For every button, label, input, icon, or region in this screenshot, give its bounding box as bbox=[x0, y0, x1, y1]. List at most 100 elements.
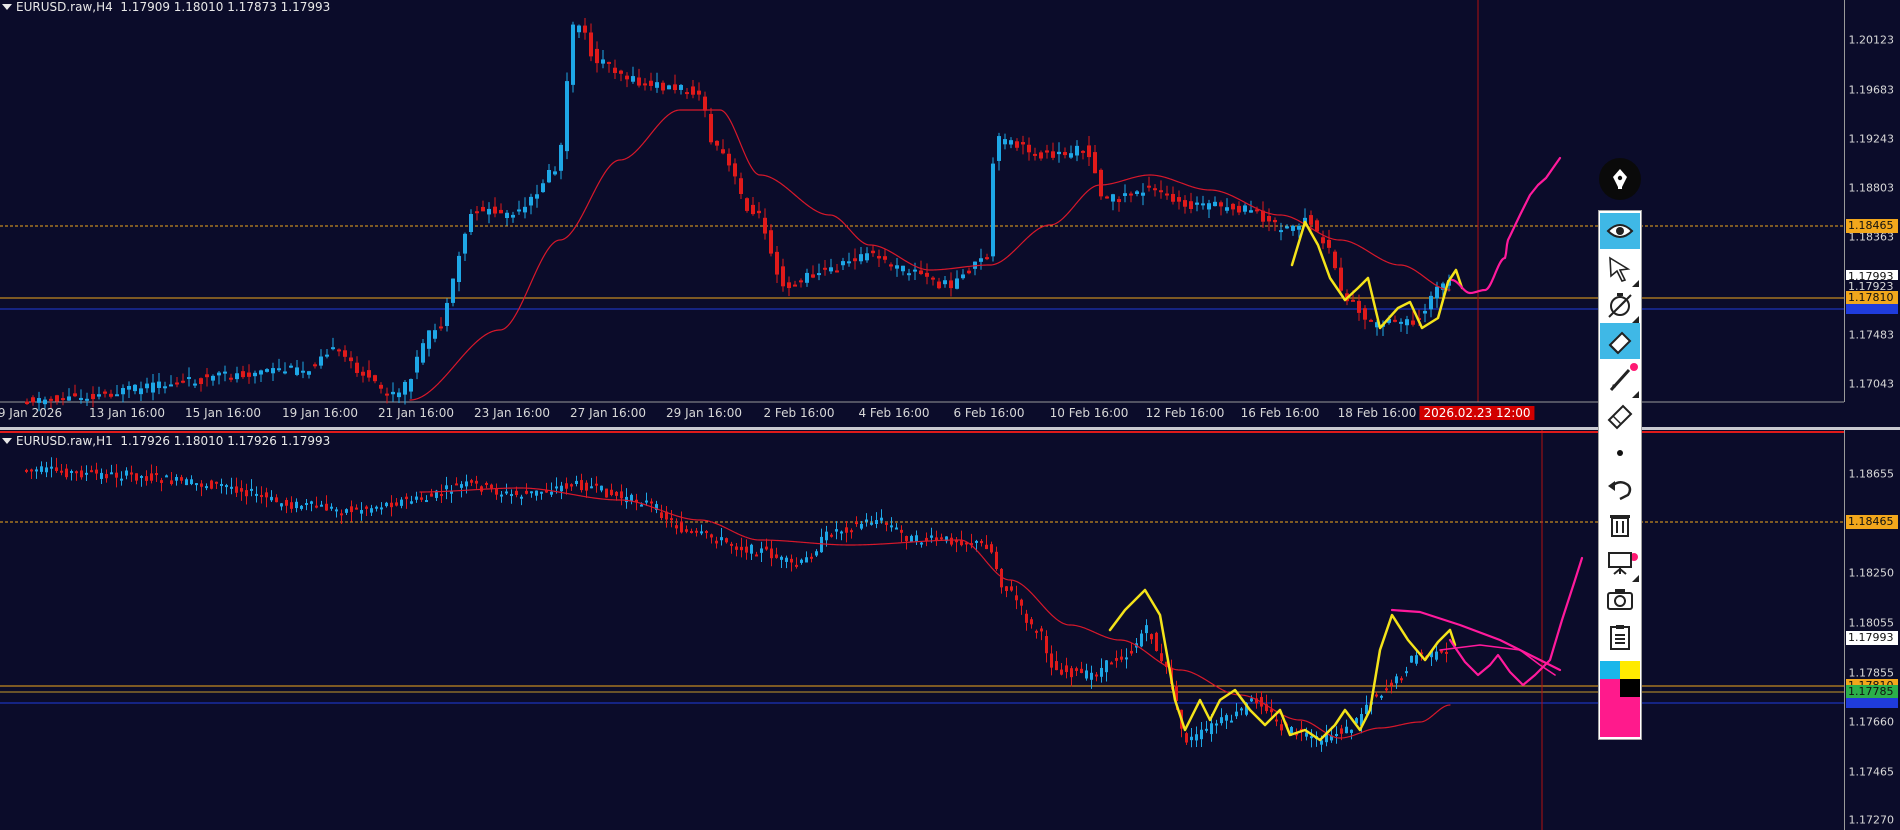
bull-candle bbox=[955, 278, 959, 289]
trash-icon[interactable] bbox=[1600, 507, 1640, 543]
bull-candle bbox=[920, 542, 923, 545]
bull-candle bbox=[345, 509, 348, 513]
presentation-icon[interactable] bbox=[1600, 545, 1640, 581]
color-swatch-selected[interactable] bbox=[1600, 697, 1640, 737]
h4-moving-average bbox=[409, 109, 1451, 401]
bull-candle bbox=[1429, 295, 1433, 310]
bear-candle bbox=[703, 96, 707, 111]
bear-candle bbox=[1075, 668, 1078, 671]
bull-candle bbox=[1140, 633, 1143, 647]
bull-candle bbox=[555, 486, 558, 489]
bull-candle bbox=[133, 384, 137, 392]
bull-candle bbox=[465, 481, 468, 487]
bull-candle bbox=[139, 388, 143, 395]
bull-candle bbox=[930, 535, 933, 538]
bull-candle bbox=[1105, 660, 1108, 673]
notification-dot-icon bbox=[1630, 553, 1638, 561]
bear-candle bbox=[260, 495, 263, 498]
bear-candle bbox=[430, 493, 433, 497]
bull-candle bbox=[565, 81, 569, 152]
camera-icon[interactable] bbox=[1600, 581, 1640, 617]
bull-candle bbox=[817, 273, 821, 276]
bull-candle bbox=[169, 384, 173, 387]
pen-logo-icon[interactable] bbox=[1599, 158, 1641, 200]
bull-candle bbox=[1069, 153, 1073, 158]
bear-candle bbox=[1385, 688, 1388, 691]
bear-candle bbox=[995, 551, 998, 570]
bull-candle bbox=[310, 501, 313, 504]
pencil-icon[interactable] bbox=[1600, 361, 1640, 397]
bear-candle bbox=[1010, 586, 1013, 591]
bear-candle bbox=[595, 48, 599, 64]
bear-candle bbox=[495, 488, 498, 495]
h4-title-text: EURUSD.raw,H4 1.17909 1.18010 1.17873 1.… bbox=[16, 0, 331, 14]
bear-candle bbox=[1280, 724, 1283, 731]
bear-candle bbox=[765, 546, 768, 550]
bull-candle bbox=[530, 491, 533, 494]
color-swatch-cyan[interactable] bbox=[1600, 661, 1620, 679]
collapse-triangle-icon[interactable] bbox=[2, 438, 12, 444]
bear-candle bbox=[727, 153, 731, 166]
bull-candle bbox=[335, 509, 338, 512]
bull-candle bbox=[400, 499, 403, 506]
bull-candle bbox=[520, 496, 523, 499]
bear-candle bbox=[1021, 142, 1025, 145]
h4-time-label: 9 Jan 2026 bbox=[0, 406, 63, 420]
bull-candle bbox=[1145, 625, 1148, 634]
bear-candle bbox=[350, 506, 353, 513]
bear-candle bbox=[1219, 202, 1223, 207]
bear-candle bbox=[649, 80, 653, 86]
cursor-icon[interactable] bbox=[1600, 251, 1640, 287]
ruler-icon[interactable] bbox=[1600, 399, 1640, 435]
pane-separator[interactable] bbox=[0, 427, 1900, 430]
bear-candle bbox=[769, 230, 773, 254]
clipboard-icon[interactable] bbox=[1600, 619, 1640, 655]
bull-candle bbox=[450, 490, 453, 494]
chart-pane-h4[interactable]: EURUSD.raw,H4 1.17909 1.18010 1.17873 1.… bbox=[0, 0, 1900, 427]
bear-candle bbox=[241, 371, 245, 378]
bull-candle bbox=[550, 491, 553, 495]
h4-price-chart[interactable] bbox=[0, 0, 1900, 427]
bull-candle bbox=[890, 525, 893, 528]
bull-candle bbox=[601, 59, 605, 64]
eye-icon[interactable] bbox=[1600, 213, 1640, 249]
bear-candle bbox=[1255, 209, 1259, 212]
bull-candle bbox=[910, 535, 913, 542]
bear-candle bbox=[725, 538, 728, 543]
h1-price-label: 1.17465 bbox=[1848, 765, 1895, 779]
bear-candle bbox=[439, 326, 443, 329]
bull-candle bbox=[1435, 651, 1438, 660]
bull-candle bbox=[463, 233, 467, 254]
bull-candle bbox=[283, 371, 287, 374]
dot-icon[interactable] bbox=[1600, 435, 1640, 471]
bear-candle bbox=[109, 393, 113, 397]
bull-candle bbox=[1305, 732, 1308, 737]
bear-candle bbox=[885, 522, 888, 525]
color-palette-icon[interactable] bbox=[1600, 661, 1640, 737]
h1-price-chart[interactable] bbox=[0, 430, 1900, 830]
bear-candle bbox=[620, 491, 623, 499]
bull-candle bbox=[1210, 723, 1213, 735]
bear-candle bbox=[733, 163, 737, 177]
bear-candle bbox=[570, 484, 573, 487]
bear-candle bbox=[1171, 193, 1175, 202]
color-swatch-yellow[interactable] bbox=[1620, 661, 1640, 679]
color-swatch-magenta[interactable] bbox=[1600, 679, 1620, 697]
h1-price-label: 1.18250 bbox=[1848, 566, 1895, 580]
undo-icon[interactable] bbox=[1600, 471, 1640, 507]
bear-candle bbox=[355, 507, 358, 510]
chart-pane-h1[interactable]: EURUSD.raw,H1 1.17926 1.18010 1.17926 1.… bbox=[0, 430, 1900, 830]
bull-candle bbox=[1387, 318, 1391, 323]
eraser-icon[interactable] bbox=[1600, 323, 1640, 359]
collapse-triangle-icon[interactable] bbox=[2, 4, 12, 10]
bull-candle bbox=[1290, 727, 1293, 734]
h1-chart-title: EURUSD.raw,H1 1.17926 1.18010 1.17926 1.… bbox=[2, 434, 330, 448]
bull-candle bbox=[100, 472, 103, 479]
bear-candle bbox=[1080, 668, 1083, 674]
bear-candle bbox=[695, 530, 698, 533]
bear-candle bbox=[1120, 656, 1123, 660]
bull-candle bbox=[840, 531, 843, 534]
stopwatch-icon[interactable] bbox=[1600, 287, 1640, 323]
color-swatch-black[interactable] bbox=[1620, 679, 1640, 697]
bear-candle bbox=[1129, 193, 1133, 196]
